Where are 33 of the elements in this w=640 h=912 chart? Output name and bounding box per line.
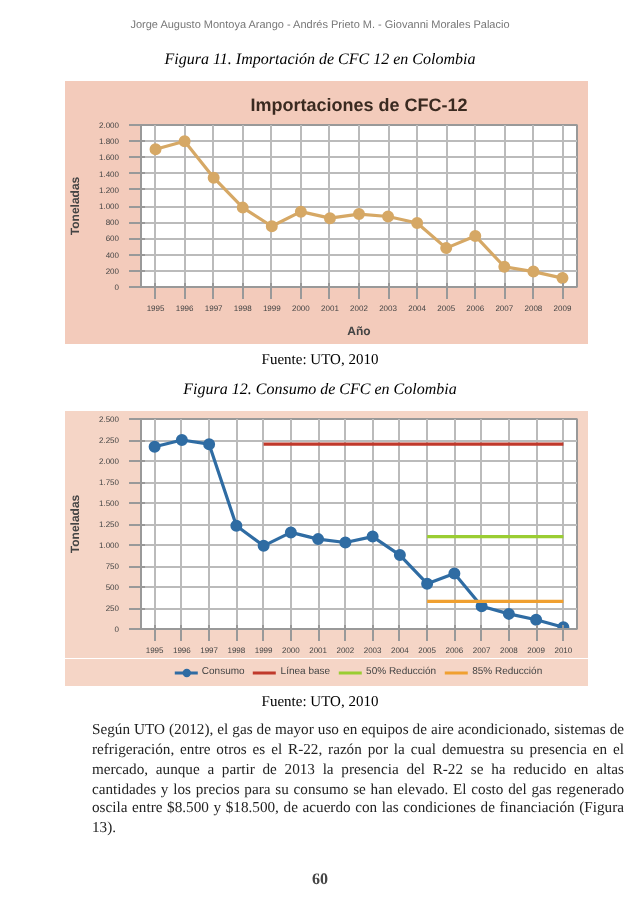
- point: [323, 212, 336, 225]
- point: [294, 205, 307, 218]
- point: [469, 229, 482, 242]
- point: [527, 265, 540, 278]
- text: 60: [312, 868, 328, 891]
- point: [366, 530, 379, 543]
- point: [393, 549, 406, 562]
- chart-title: Figura 12. Consumo de CFC en Colombia: [183, 378, 457, 401]
- point: [236, 201, 249, 214]
- point: [498, 260, 511, 273]
- point: [411, 217, 424, 229]
- point: [149, 143, 162, 156]
- point: [421, 577, 434, 590]
- point: [448, 567, 461, 580]
- point: [203, 438, 216, 451]
- point: [284, 526, 297, 539]
- point: [339, 536, 352, 549]
- point: [265, 220, 278, 233]
- point: [502, 607, 515, 620]
- point: [207, 171, 220, 184]
- point: [148, 440, 161, 453]
- point: [257, 539, 270, 552]
- point: [556, 272, 569, 285]
- chart-title: Figura 11. Importación de CFC 12 en Colombia: [164, 48, 476, 71]
- point: [382, 210, 395, 223]
- point: [175, 434, 188, 446]
- point: [440, 242, 453, 255]
- chart-subtitle: Importaciones de CFC-12: [250, 95, 468, 115]
- point: [353, 208, 365, 221]
- point: [312, 533, 325, 546]
- point: [230, 519, 243, 532]
- point: [178, 135, 191, 148]
- point: [530, 613, 543, 626]
